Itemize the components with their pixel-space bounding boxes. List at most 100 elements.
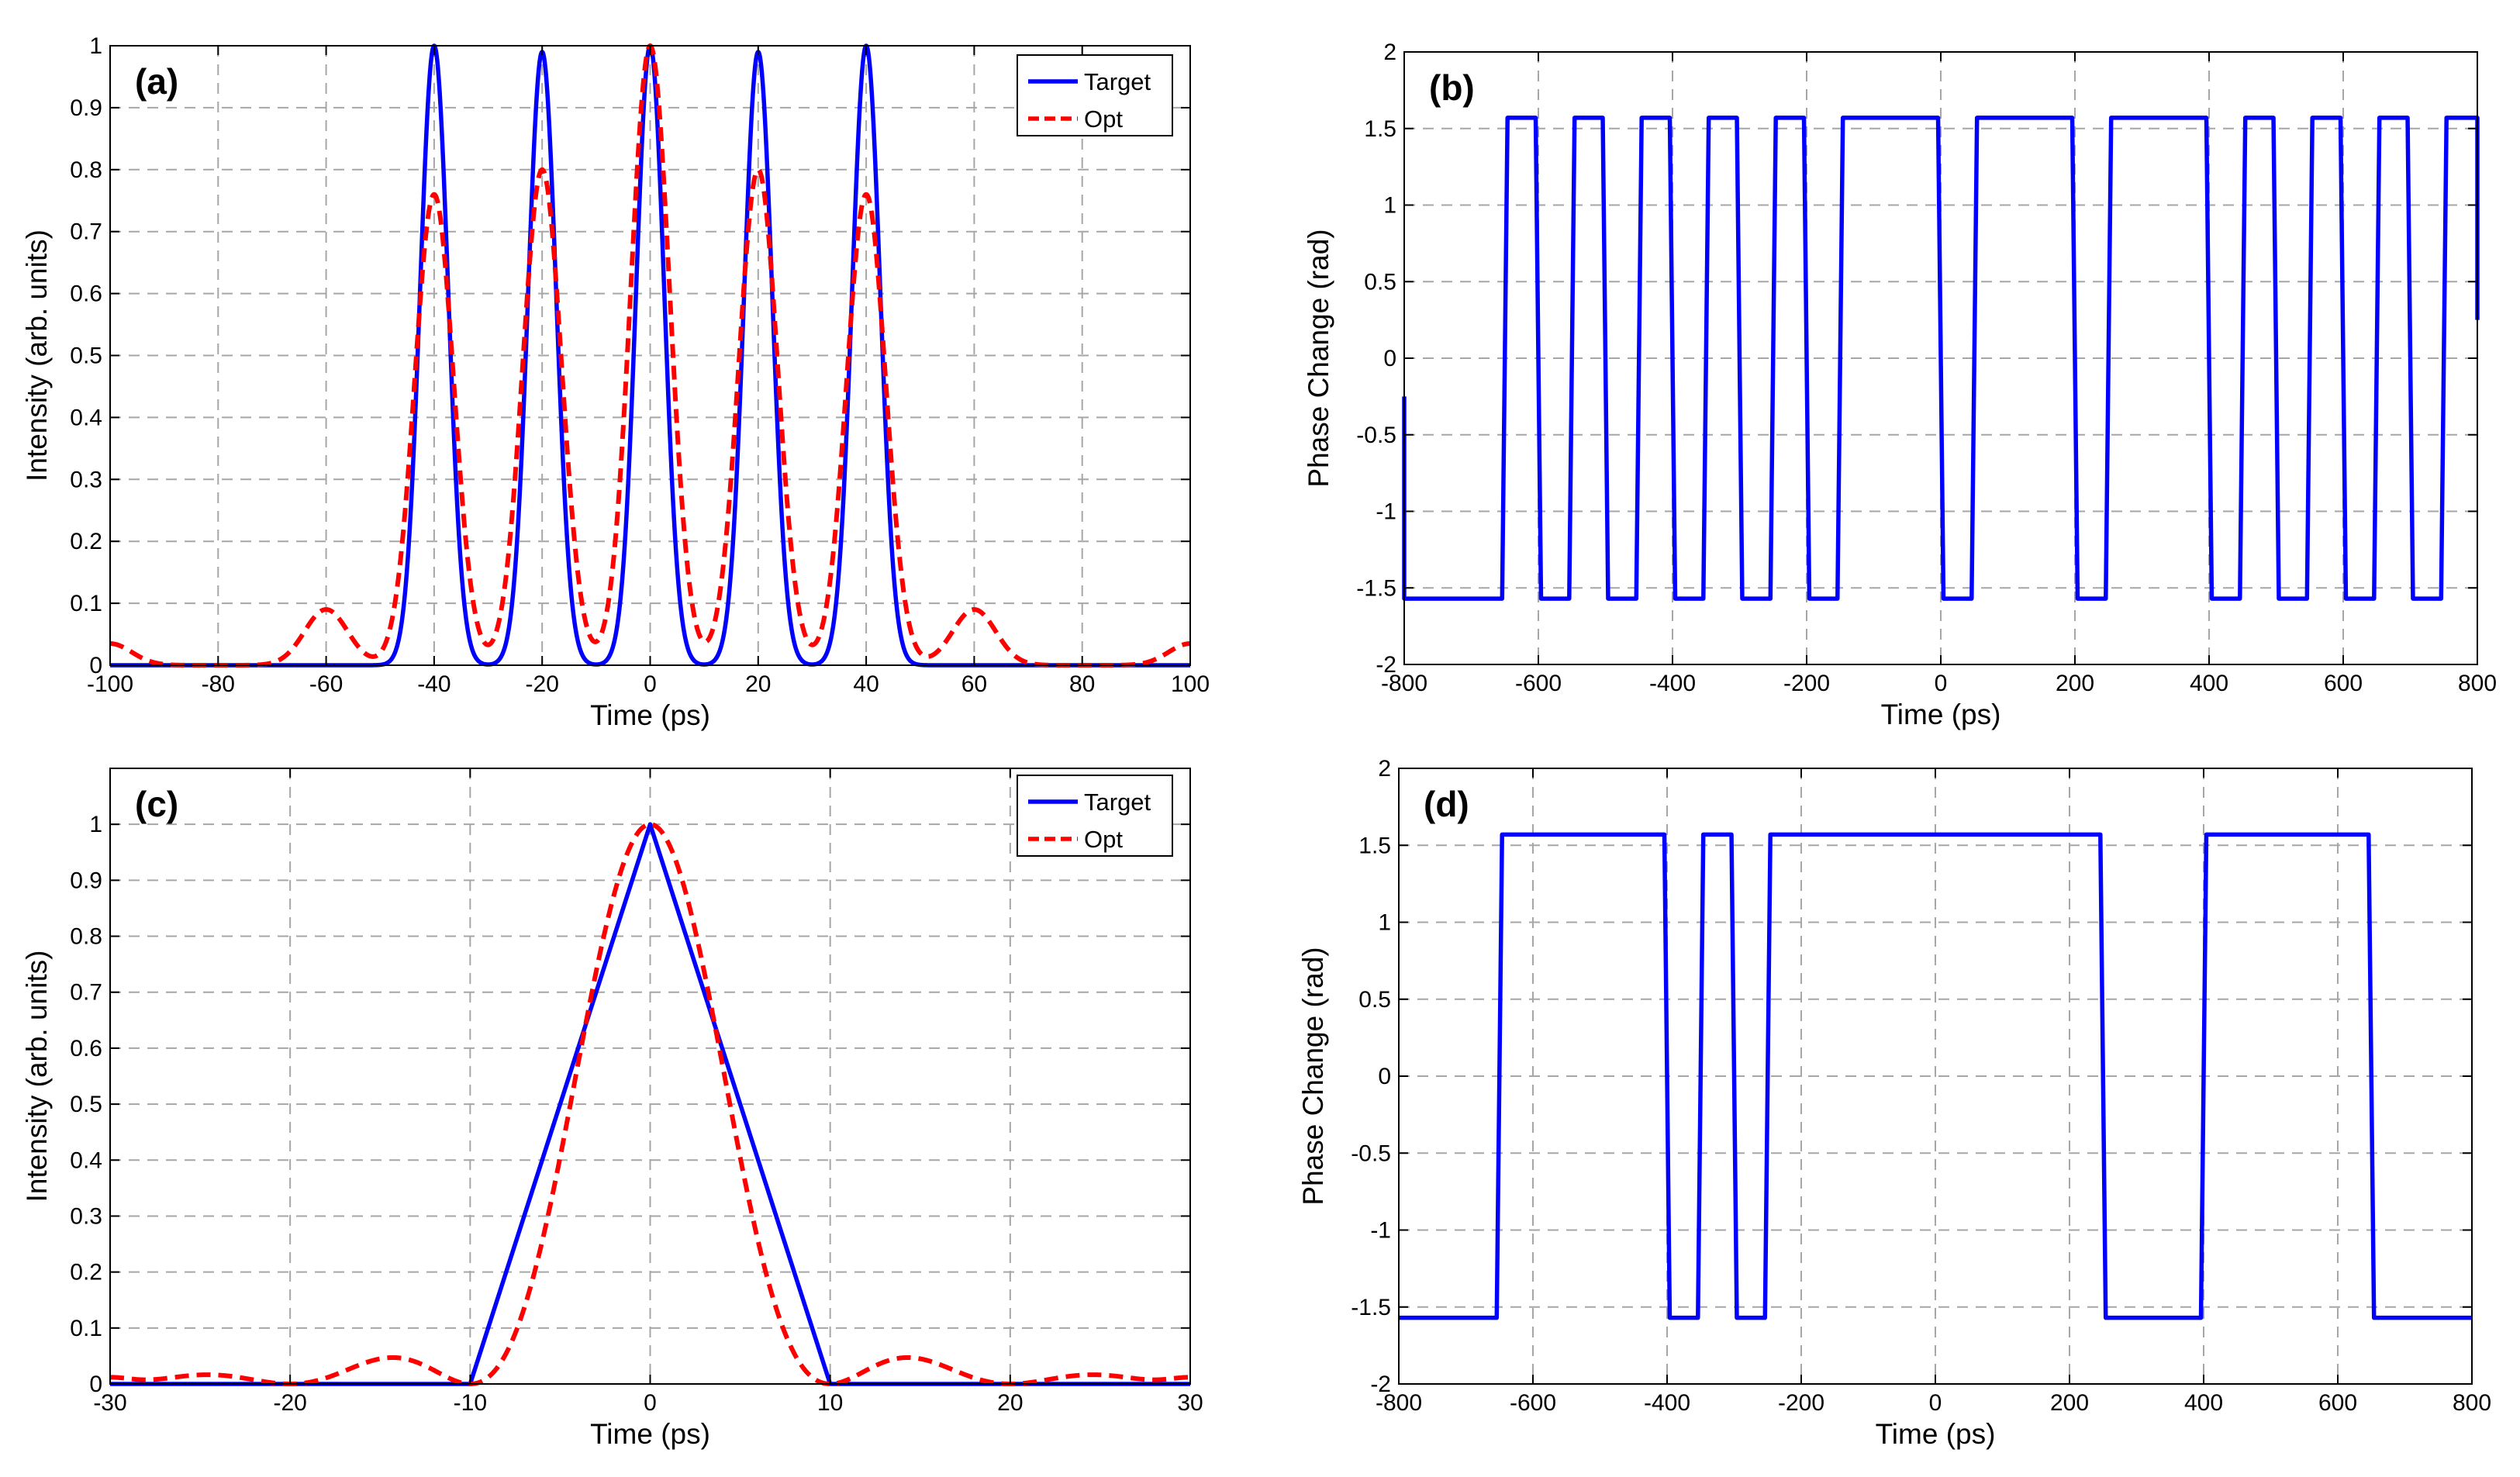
y-tick-label: -1: [1370, 1218, 1391, 1244]
legend-box: [1017, 775, 1173, 857]
x-tick-label: 100: [1171, 671, 1210, 697]
x-tick-label: 400: [2184, 1390, 2223, 1416]
y-tick-label: 0.4: [70, 405, 102, 430]
x-axis-label-b: Time (ps): [1881, 699, 2001, 730]
ticks-d: -800 -600 -400 -200 0 200 400 600 800 -2 -1.5 -1 -0.…: [1351, 756, 2491, 1416]
y-tick-label: 0.1: [70, 591, 102, 616]
x-tick-label: 800: [2458, 671, 2497, 696]
y-tick-label: 0.5: [1358, 987, 1391, 1013]
y-tick-label: 0.2: [70, 1260, 102, 1285]
x-tick-label: 10: [817, 1390, 843, 1416]
x-tick-label: 0: [1929, 1390, 1942, 1416]
x-tick-label: -30: [93, 1390, 126, 1416]
y-tick-label: -0.5: [1351, 1141, 1391, 1166]
grid-d: [1399, 768, 2472, 1384]
y-tick-label: 0.5: [70, 1092, 102, 1117]
y-axis-label-d: Phase Change (rad): [1297, 947, 1329, 1205]
y-tick-label: -2: [1376, 652, 1396, 678]
y-tick-label: 1.5: [1358, 833, 1391, 858]
legend-a: Target Opt: [1017, 54, 1173, 136]
x-tick-label: -200: [1783, 671, 1830, 696]
panel-label-b: (b): [1429, 67, 1475, 108]
x-tick-label: 600: [2318, 1390, 2357, 1416]
x-tick-label: 20: [745, 671, 771, 697]
panel-b: -800 -600 -400 -200 0 200 400 600 800 -2 -1.5 -1 -0.…: [1303, 40, 2497, 730]
y-tick-label: -2: [1370, 1372, 1391, 1397]
y-axis-label-b: Phase Change (rad): [1303, 229, 1334, 487]
y-tick-label: -1.5: [1356, 575, 1396, 601]
y-tick-label: -0.5: [1356, 423, 1396, 448]
x-tick-label: 20: [997, 1390, 1023, 1416]
y-tick-label: 0: [89, 653, 102, 678]
x-tick-label: 600: [2324, 671, 2363, 696]
x-tick-label: -600: [1515, 671, 1562, 696]
y-axis-label-a: Intensity (arb. units): [21, 229, 53, 481]
x-tick-label: 200: [2056, 671, 2094, 696]
y-tick-label: 0: [89, 1372, 102, 1397]
x-tick-label: -40: [417, 671, 450, 697]
y-tick-label: 0.8: [70, 924, 102, 950]
x-tick-label: 30: [1177, 1390, 1203, 1416]
x-tick-label: 0: [1935, 671, 1948, 696]
y-tick-label: 0.3: [70, 1203, 102, 1229]
x-tick-label: 400: [2190, 671, 2228, 696]
x-axis-label-a: Time (ps): [590, 699, 710, 731]
panel-label-d: (d): [1424, 784, 1469, 824]
x-tick-label: 800: [2453, 1390, 2491, 1416]
x-tick-label: 40: [853, 671, 879, 697]
y-tick-label: 2: [1383, 40, 1396, 65]
y-tick-label: 0.1: [70, 1316, 102, 1341]
y-tick-label: 0.9: [70, 868, 102, 893]
x-tick-label: 60: [961, 671, 987, 697]
y-tick-label: 0.7: [70, 219, 102, 245]
x-tick-label: -200: [1778, 1390, 1824, 1416]
y-tick-label: 0.2: [70, 529, 102, 554]
series-phase-line: [1399, 832, 2472, 1320]
x-tick-label: -800: [1381, 671, 1427, 696]
legend-label-opt: Opt: [1084, 105, 1123, 133]
y-tick-label: -1.5: [1351, 1295, 1391, 1320]
y-tick-label: 1: [89, 33, 102, 59]
x-tick-label: -80: [202, 671, 235, 697]
x-tick-label: -10: [454, 1390, 487, 1416]
legend-label-opt: Opt: [1084, 826, 1123, 853]
y-tick-label: 0.5: [70, 343, 102, 369]
ticks-c: -30 -20 -10 0 10 20 30 0 0.1 0.2 0.3 0.4 0.5 0.6 0.7 0.…: [70, 768, 1203, 1416]
panel-d: -800 -600 -400 -200 0 200 400 600 800 -2 -1.5 -1 -0.…: [1297, 756, 2491, 1450]
legend-box: [1017, 54, 1173, 136]
y-tick-label: 0.9: [70, 95, 102, 121]
x-tick-label: 0: [644, 671, 657, 697]
y-tick-label: 0.8: [70, 157, 102, 183]
y-tick-label: -1: [1376, 499, 1396, 525]
grid-a: [110, 46, 1190, 665]
series-phase-line: [1402, 116, 2480, 601]
y-tick-label: 2: [1378, 756, 1391, 782]
y-tick-label: 0.4: [70, 1147, 102, 1173]
y-tick-label: 0.5: [1364, 269, 1396, 295]
x-tick-label: -20: [526, 671, 559, 697]
y-tick-label: 1: [1378, 910, 1391, 936]
x-tick-label: -600: [1510, 1390, 1556, 1416]
x-tick-label: -400: [1649, 671, 1696, 696]
x-tick-label: 80: [1069, 671, 1095, 697]
series-group-d: [1399, 832, 2472, 1320]
y-tick-label: 1: [1383, 193, 1396, 219]
y-tick-label: 1.5: [1364, 116, 1396, 142]
x-tick-label: -800: [1376, 1390, 1422, 1416]
y-tick-label: 0: [1383, 346, 1396, 371]
x-tick-label: -400: [1644, 1390, 1690, 1416]
y-tick-label: 0.7: [70, 980, 102, 1006]
legend-c: Target Opt: [1017, 775, 1173, 857]
legend-label-target: Target: [1084, 789, 1151, 816]
panel-c: -30 -20 -10 0 10 20 30 0 0.1 0.2 0.3 0.4 0.5 0.6 0.7 0.…: [21, 768, 1203, 1450]
y-tick-label: 1: [89, 812, 102, 837]
panel-label-c: (c): [135, 784, 178, 824]
x-tick-label: -100: [87, 671, 133, 697]
panel-label-a: (a): [135, 61, 178, 102]
ticks-b: -800 -600 -400 -200 0 200 400 600 800 -2 -1.5 -1 -0.…: [1356, 40, 2497, 696]
x-tick-label: -20: [273, 1390, 306, 1416]
y-tick-label: 0: [1378, 1064, 1391, 1089]
x-tick-label: 0: [644, 1390, 657, 1416]
ticks-a: -100 -80 -60 -40 -20 0 20 40 60 80 100 0 0.1 0.2 0.3 0.…: [70, 33, 1210, 697]
y-axis-label-c: Intensity (arb. units): [21, 951, 53, 1203]
